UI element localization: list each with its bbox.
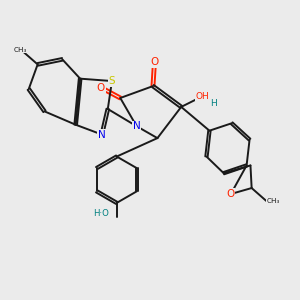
Text: S: S: [109, 76, 115, 86]
Text: O: O: [97, 82, 105, 93]
Text: N: N: [133, 121, 140, 131]
Text: H·O: H·O: [93, 209, 109, 218]
Text: N: N: [98, 130, 106, 140]
Text: OH: OH: [195, 92, 209, 101]
Text: H: H: [211, 99, 217, 108]
Text: O: O: [150, 57, 159, 67]
Text: O: O: [227, 189, 235, 199]
Text: CH₃: CH₃: [14, 46, 27, 52]
Text: CH₃: CH₃: [266, 198, 280, 204]
